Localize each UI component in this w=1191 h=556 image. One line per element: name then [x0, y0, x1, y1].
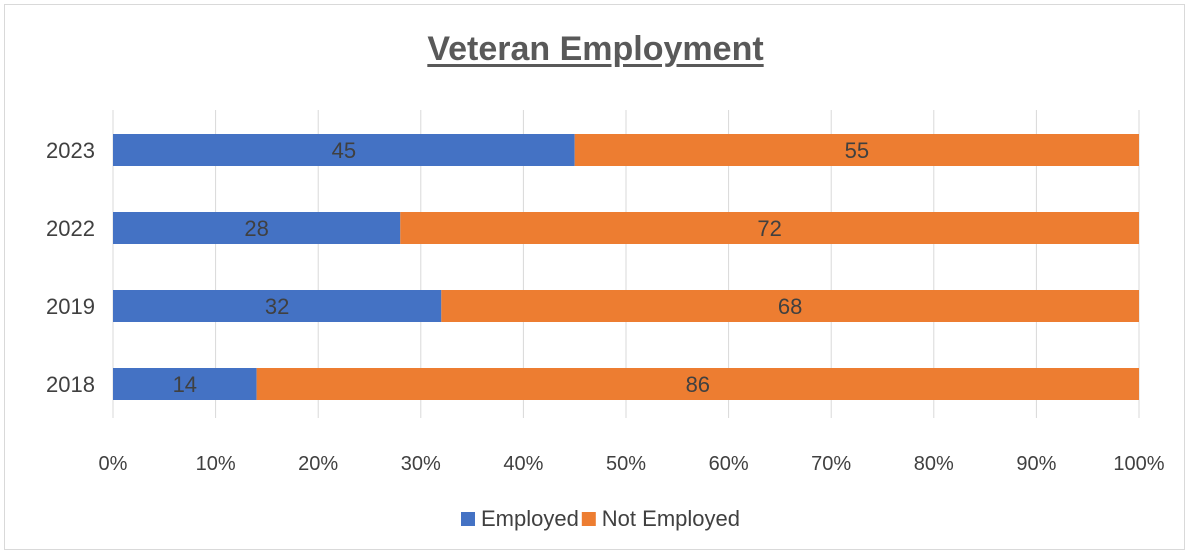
- x-tick-label: 80%: [914, 453, 954, 475]
- y-tick-label: 2023: [46, 138, 95, 163]
- bar-segment: [256, 368, 1139, 400]
- x-tick-label: 0%: [99, 453, 128, 475]
- bar-segment: [113, 290, 442, 322]
- bar-segment: [113, 368, 257, 400]
- data-label: 68: [778, 294, 802, 319]
- legend-swatch: [581, 512, 596, 526]
- bar-segment: [113, 212, 401, 244]
- y-tick-label: 2018: [46, 372, 95, 397]
- bar-segment: [113, 134, 575, 166]
- data-label: 55: [845, 138, 869, 163]
- chart-title: Veteran Employment: [427, 30, 764, 68]
- x-tick-label: 40%: [503, 453, 543, 475]
- data-label: 14: [173, 372, 197, 397]
- y-tick-label: 2019: [46, 294, 95, 319]
- x-tick-label: 30%: [401, 453, 441, 475]
- data-label: 72: [757, 216, 781, 241]
- data-label: 28: [244, 216, 268, 241]
- x-tick-label: 100%: [1113, 453, 1164, 475]
- bar-segment: [441, 290, 1139, 322]
- x-tick-label: 60%: [709, 453, 749, 475]
- legend-label: Employed: [481, 506, 579, 531]
- x-tick-label: 70%: [811, 453, 851, 475]
- x-tick-label: 10%: [196, 453, 236, 475]
- y-tick-label: 2022: [46, 216, 95, 241]
- data-label: 32: [265, 294, 289, 319]
- legend-swatch: [461, 512, 475, 526]
- chart-frame: [4, 4, 1185, 550]
- bar-segment: [574, 134, 1139, 166]
- x-tick-label: 20%: [298, 453, 338, 475]
- x-tick-label: 90%: [1016, 453, 1056, 475]
- bar-segment: [400, 212, 1139, 244]
- data-label: 86: [686, 372, 710, 397]
- legend-label: Not Employed: [602, 506, 740, 531]
- data-label: 45: [332, 138, 356, 163]
- x-tick-label: 50%: [606, 453, 646, 475]
